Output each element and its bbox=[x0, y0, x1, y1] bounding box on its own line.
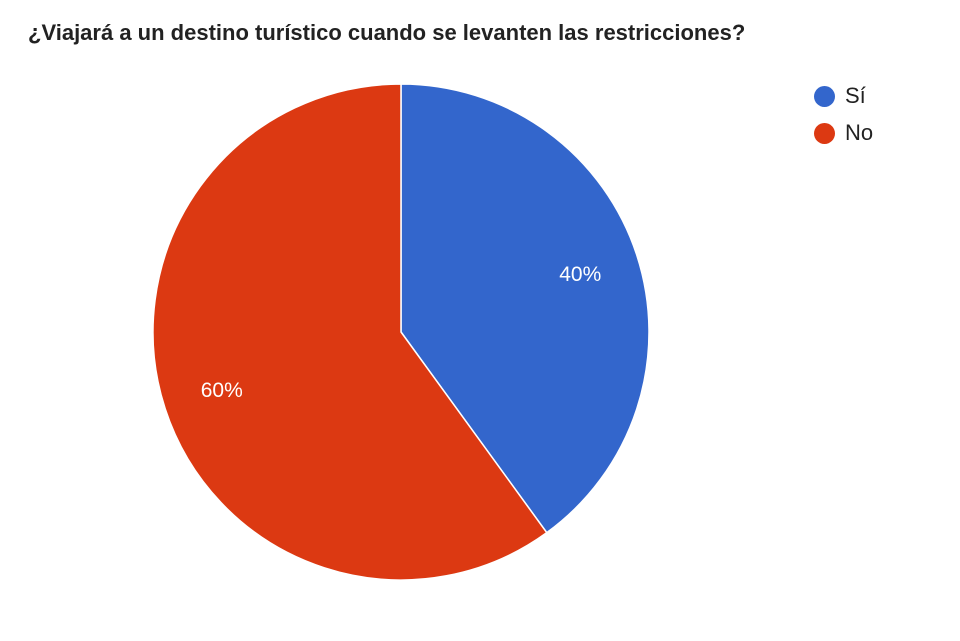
pie-slice-si[interactable] bbox=[400, 83, 650, 534]
chart-title: ¿Viajará a un destino turístico cuando s… bbox=[28, 20, 746, 45]
legend-label-no: No bbox=[845, 120, 874, 145]
legend-label-si: Sí bbox=[845, 83, 866, 108]
slice-label-no: 60% bbox=[201, 379, 243, 402]
legend: Sí No bbox=[814, 82, 873, 156]
pie-slice-no[interactable] bbox=[152, 83, 548, 581]
legend-item-si[interactable]: Sí bbox=[814, 82, 873, 110]
legend-swatch-si bbox=[814, 85, 835, 107]
legend-swatch-no bbox=[814, 122, 835, 144]
legend-item-no[interactable]: No bbox=[814, 119, 873, 147]
slice-label-si: 40% bbox=[559, 263, 601, 286]
